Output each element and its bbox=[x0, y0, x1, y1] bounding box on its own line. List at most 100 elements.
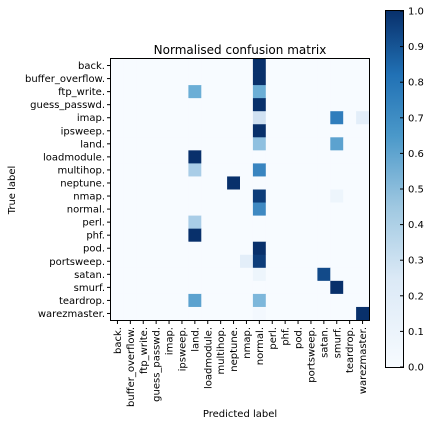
matrix-cell bbox=[343, 163, 357, 177]
y-tick-label: nmap. bbox=[73, 192, 105, 203]
matrix-cell bbox=[123, 280, 138, 295]
matrix-cell bbox=[330, 215, 344, 230]
matrix-cell bbox=[111, 293, 125, 308]
matrix-cell bbox=[111, 163, 125, 177]
matrix-cell bbox=[240, 280, 254, 295]
matrix-cell bbox=[356, 111, 370, 125]
y-tick-label: guess_passwd. bbox=[30, 100, 105, 111]
matrix-cell bbox=[240, 72, 254, 86]
matrix-cell bbox=[356, 306, 370, 321]
matrix-cell bbox=[343, 306, 357, 321]
colorbar-tick-label: 0.8 bbox=[408, 78, 424, 89]
matrix-cell bbox=[317, 215, 331, 230]
matrix-cell bbox=[201, 267, 215, 282]
matrix-cell bbox=[317, 202, 331, 216]
matrix-cell bbox=[201, 72, 215, 86]
matrix-cell bbox=[188, 72, 202, 86]
y-tick-label: neptune. bbox=[60, 178, 105, 189]
matrix-cell bbox=[278, 306, 292, 321]
y-axis-label: True label bbox=[7, 166, 18, 216]
matrix-cell bbox=[175, 59, 189, 73]
matrix-cell bbox=[278, 163, 292, 177]
matrix-cell bbox=[291, 280, 305, 295]
matrix-cell bbox=[201, 293, 215, 308]
matrix-cell bbox=[330, 176, 344, 190]
matrix-cell bbox=[240, 98, 254, 112]
matrix-cell bbox=[356, 241, 370, 256]
matrix-cell bbox=[214, 189, 228, 203]
matrix-cell bbox=[278, 72, 292, 86]
x-tick-label: guess_passwd. bbox=[152, 327, 163, 402]
matrix-cell bbox=[304, 163, 318, 177]
matrix-cell bbox=[162, 215, 176, 230]
matrix-cell bbox=[252, 267, 267, 282]
matrix-cell bbox=[252, 150, 267, 164]
matrix-cell bbox=[214, 124, 228, 138]
matrix-cell bbox=[123, 267, 138, 282]
matrix-cell bbox=[265, 137, 280, 151]
y-tick-label: imap. bbox=[77, 113, 105, 124]
matrix-cell bbox=[201, 85, 215, 99]
matrix-cell bbox=[214, 202, 228, 216]
matrix-cell bbox=[265, 59, 280, 73]
matrix-cell bbox=[304, 72, 318, 86]
matrix-cell bbox=[227, 85, 241, 99]
matrix-cell bbox=[136, 98, 151, 112]
matrix-cell bbox=[304, 228, 318, 243]
matrix-cell bbox=[317, 254, 331, 269]
matrix-cell bbox=[304, 98, 318, 112]
matrix-cell bbox=[175, 306, 189, 321]
matrix-cell bbox=[149, 267, 163, 282]
matrix-cell bbox=[343, 228, 357, 243]
matrix-cell bbox=[214, 163, 228, 177]
matrix-cell bbox=[188, 280, 202, 295]
matrix-cell bbox=[201, 189, 215, 203]
colorbar-tick-label: 0.6 bbox=[408, 149, 424, 160]
matrix-cell bbox=[291, 176, 305, 190]
matrix-cell bbox=[227, 59, 241, 73]
matrix-cell bbox=[317, 241, 331, 256]
x-tick-label: satan. bbox=[319, 327, 330, 358]
matrix-cell bbox=[175, 215, 189, 230]
matrix-cell bbox=[330, 241, 344, 256]
colorbar-tick-label: 0.9 bbox=[408, 42, 424, 53]
matrix-cell bbox=[136, 254, 151, 269]
y-tick-label: portsweep. bbox=[49, 257, 105, 268]
matrix-cell bbox=[330, 85, 344, 99]
matrix-cell bbox=[317, 124, 331, 138]
matrix-cell bbox=[123, 111, 138, 125]
matrix-cell bbox=[278, 202, 292, 216]
matrix-cell bbox=[265, 254, 280, 269]
y-tick-label: perl. bbox=[82, 218, 105, 229]
x-tick-label: smurf. bbox=[332, 327, 343, 358]
y-tick-label: back. bbox=[78, 61, 105, 72]
matrix-cell bbox=[111, 280, 125, 295]
matrix-cell bbox=[149, 176, 163, 190]
matrix-cell bbox=[317, 85, 331, 99]
matrix-cell bbox=[304, 137, 318, 151]
matrix-cell bbox=[149, 228, 163, 243]
matrix-cell bbox=[317, 137, 331, 151]
matrix-cell bbox=[343, 241, 357, 256]
matrix-cell bbox=[136, 215, 151, 230]
matrix-cell bbox=[149, 306, 163, 321]
matrix-cell bbox=[252, 85, 267, 99]
matrix-cell bbox=[265, 241, 280, 256]
matrix-cell bbox=[330, 189, 344, 203]
matrix-cell bbox=[343, 280, 357, 295]
matrix-cell bbox=[123, 202, 138, 216]
matrix-cell bbox=[111, 241, 125, 256]
matrix-cell bbox=[136, 189, 151, 203]
matrix-cell bbox=[123, 228, 138, 243]
matrix-cell bbox=[317, 72, 331, 86]
matrix-frame bbox=[110, 58, 370, 321]
x-tick-label: nmap. bbox=[242, 327, 253, 359]
matrix-cell bbox=[291, 85, 305, 99]
matrix-cell bbox=[278, 176, 292, 190]
x-tick-label: teardrop. bbox=[345, 327, 356, 373]
matrix-cell bbox=[265, 124, 280, 138]
matrix-cell bbox=[149, 150, 163, 164]
matrix-cell bbox=[227, 176, 241, 190]
y-tick-label: buffer_overflow. bbox=[25, 74, 105, 85]
matrix-cell bbox=[227, 241, 241, 256]
